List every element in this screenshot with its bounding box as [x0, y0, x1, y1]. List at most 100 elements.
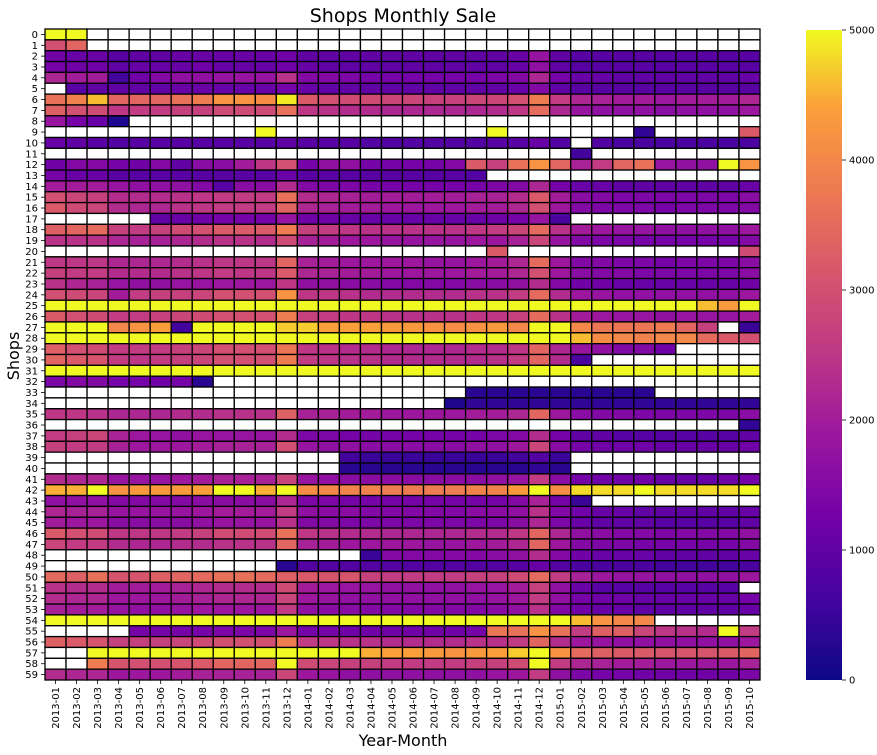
heatmap-cell	[359, 527, 383, 540]
heatmap-cell	[191, 397, 214, 410]
heatmap-cell	[422, 212, 446, 225]
heatmap-cell	[612, 50, 635, 63]
heatmap-cell	[380, 353, 404, 367]
heatmap-cell	[359, 136, 383, 150]
heatmap-cell	[86, 473, 109, 486]
heatmap-cell	[675, 28, 698, 41]
heatmap-cell	[296, 462, 320, 475]
heatmap-cell	[570, 71, 593, 84]
heatmap-cell	[591, 505, 614, 518]
heatmap-cell	[128, 505, 151, 518]
heatmap-cell	[191, 201, 214, 215]
heatmap-cell	[591, 516, 614, 529]
heatmap-cell	[464, 212, 488, 225]
heatmap-cell	[422, 223, 446, 236]
heatmap-cell	[86, 418, 109, 432]
heatmap-cell	[528, 158, 551, 171]
heatmap-cell	[317, 82, 341, 95]
heatmap-cell	[149, 234, 172, 247]
y-tick-label: 12	[25, 160, 38, 171]
heatmap-cell	[422, 440, 446, 453]
heatmap-cell	[654, 397, 677, 410]
heatmap-cell	[401, 657, 425, 670]
heatmap-cell	[107, 386, 130, 399]
heatmap-cell	[570, 516, 593, 529]
heatmap-cell	[549, 212, 572, 225]
heatmap-cell	[696, 82, 719, 95]
heatmap-cell	[170, 646, 193, 659]
heatmap-cell	[422, 50, 446, 63]
heatmap-cell	[738, 516, 761, 529]
heatmap-cell	[86, 201, 109, 215]
heatmap-cell	[317, 408, 341, 421]
heatmap-cell	[401, 288, 425, 301]
heatmap-cell	[506, 635, 530, 649]
heatmap-cell	[612, 115, 635, 128]
heatmap-cell	[675, 527, 698, 540]
heatmap-cell	[128, 126, 151, 139]
heatmap-cell	[65, 408, 88, 421]
heatmap-cell	[675, 310, 698, 323]
y-tick-label: 42	[25, 486, 38, 497]
y-tick-label: 18	[25, 225, 38, 236]
heatmap-cell	[485, 494, 509, 508]
heatmap-cell	[86, 50, 109, 63]
heatmap-cell	[401, 549, 425, 562]
heatmap-cell	[422, 60, 446, 74]
heatmap-cell	[380, 418, 404, 432]
heatmap-cell	[254, 451, 277, 464]
heatmap-cell	[338, 201, 362, 215]
heatmap-cell	[506, 560, 530, 573]
heatmap-cell	[170, 191, 193, 204]
heatmap-cell	[275, 505, 299, 518]
heatmap-cell	[65, 191, 88, 204]
heatmap-cell	[612, 191, 635, 204]
heatmap-cell	[549, 646, 572, 659]
heatmap-cell	[675, 39, 698, 52]
heatmap-cell	[422, 180, 446, 193]
heatmap-cell	[717, 397, 740, 410]
heatmap-cell	[422, 418, 446, 432]
heatmap-cell	[654, 560, 677, 573]
heatmap-cell	[443, 353, 467, 367]
heatmap-cell	[128, 245, 151, 258]
heatmap-cell	[443, 126, 467, 139]
heatmap-cell	[401, 451, 425, 464]
heatmap-cell	[633, 462, 656, 475]
heatmap-cell	[506, 386, 530, 399]
heatmap-cell	[654, 212, 677, 225]
heatmap-cell	[317, 277, 341, 291]
heatmap-cell	[254, 505, 277, 518]
heatmap-cell	[549, 147, 572, 160]
heatmap-cell	[233, 516, 256, 529]
heatmap-cell	[717, 201, 740, 215]
heatmap-cell	[44, 71, 67, 84]
heatmap-cell	[696, 397, 719, 410]
heatmap-cell	[675, 657, 698, 670]
heatmap-cell	[401, 277, 425, 291]
y-axis-ticks: 0123456789101112131415161718192021222324…	[25, 30, 45, 681]
heatmap-cell	[738, 332, 761, 345]
heatmap-cell	[44, 267, 67, 280]
heatmap-cell	[591, 310, 614, 323]
heatmap-cell	[191, 332, 214, 345]
heatmap-cell	[549, 527, 572, 540]
y-tick-label: 14	[25, 182, 38, 193]
heatmap-cell	[528, 418, 551, 432]
heatmap-cell	[317, 516, 341, 529]
heatmap-cell	[359, 386, 383, 399]
heatmap-cell	[212, 614, 235, 627]
heatmap-cell	[506, 418, 530, 432]
heatmap-cell	[107, 136, 130, 150]
heatmap-cell	[170, 570, 193, 584]
heatmap-cell	[506, 516, 530, 529]
heatmap-cell	[612, 614, 635, 627]
x-tick-label: 2013-10	[240, 687, 251, 729]
heatmap-cell	[275, 71, 299, 84]
heatmap-cell	[191, 28, 214, 41]
heatmap-cell	[275, 212, 299, 225]
heatmap-cell	[528, 104, 551, 117]
heatmap-cell	[696, 147, 719, 160]
heatmap-cell	[717, 505, 740, 518]
heatmap-cell	[380, 332, 404, 345]
